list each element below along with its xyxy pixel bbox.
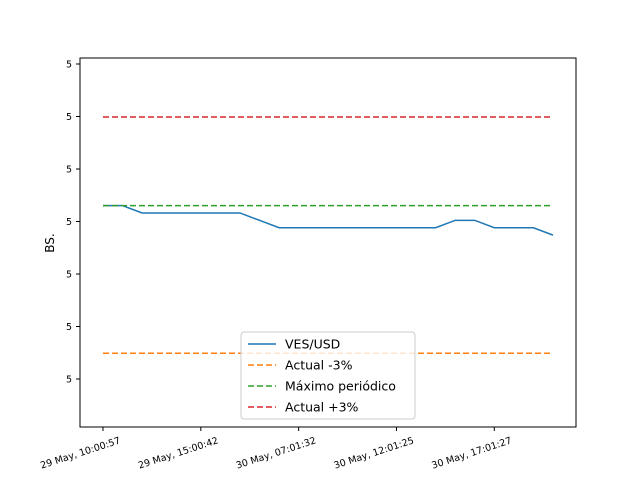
legend-label-0: VES/USD [285,337,340,352]
y-axis: 5 5 5 5 5 5 5 [66,60,80,386]
x-tick-label: 30 May, 12:01:25 [333,435,416,471]
legend: VES/USD Actual -3% Máximo periódico Actual … [240,331,416,420]
y-tick-label: 5 [66,165,72,176]
y-tick-label: 5 [66,375,72,386]
x-tick-label: 30 May, 17:01:27 [430,435,513,471]
legend-box [240,331,416,420]
x-tick-label: 30 May, 07:01:32 [235,435,318,471]
y-tick-label: 5 [66,112,72,123]
y-tick-label: 5 [66,270,72,281]
plot-frame [79,57,577,428]
series-line-0 [103,204,554,236]
y-tick-label: 5 [66,322,72,333]
y-tick-label: 5 [66,60,72,71]
legend-label-2: Máximo periódico [285,379,396,394]
series-layer [103,116,554,354]
y-tick-label: 5 [66,217,72,228]
x-axis: 29 May, 10:00:57 29 May, 15:00:42 30 May, … [39,427,513,472]
y-axis-label: BS. [43,233,57,252]
x-tick-label: 29 May, 10:00:57 [39,435,122,471]
x-tick-label: 29 May, 15:00:42 [137,435,220,471]
legend-label-3: Actual +3% [285,400,359,415]
legend-label-1: Actual -3% [285,358,353,373]
